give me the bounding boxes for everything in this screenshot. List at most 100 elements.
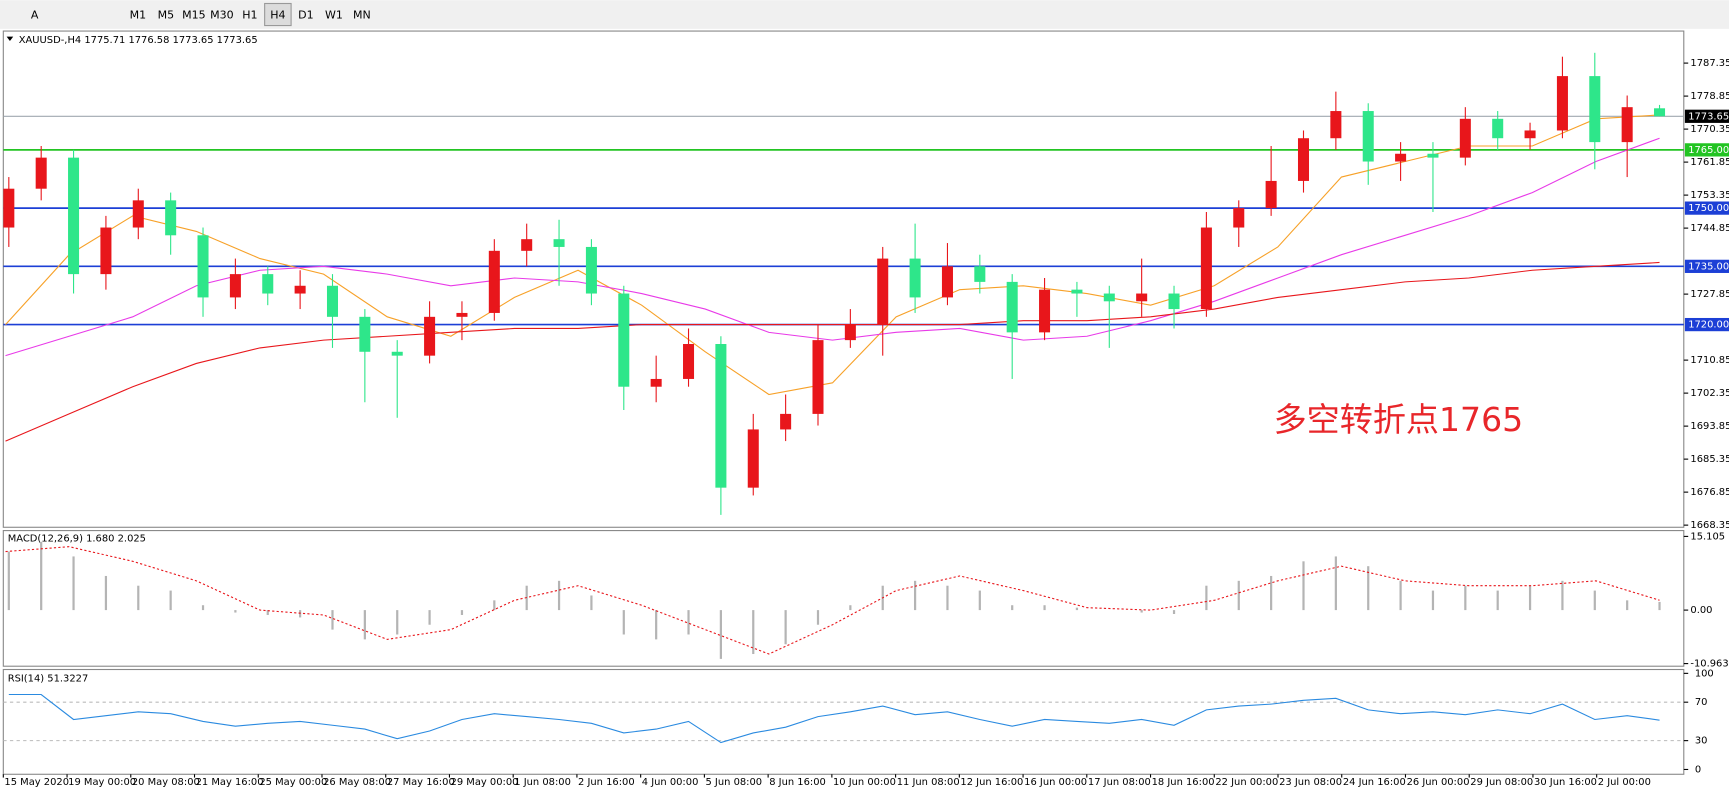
level-tag-label: 1720.00	[1688, 320, 1729, 331]
period-label[interactable]: M1	[130, 9, 147, 22]
macd-header: MACD(12,26,9) 1.680 2.025	[8, 533, 146, 544]
macd-bar	[1011, 605, 1014, 611]
x-tick-label: 18 Jun 16:00	[1152, 777, 1215, 788]
rsi-header: RSI(14) 51.3227	[8, 673, 89, 684]
macd-bar	[913, 580, 917, 611]
period-label[interactable]: D1	[298, 9, 313, 22]
x-tick-label: 27 May 16:00	[387, 777, 455, 788]
macd-bar	[1172, 610, 1176, 615]
y-tick-label: -10.963	[1690, 659, 1728, 670]
period-button[interactable]	[152, 3, 180, 26]
price-header: XAUUSD-,H4 1775.71 1776.58 1773.65 1773.…	[19, 35, 258, 46]
macd-bar	[978, 590, 981, 611]
macd-bar	[1205, 585, 1208, 611]
macd-bar	[687, 610, 690, 635]
level-tag	[1684, 143, 1729, 157]
x-tick-label: 2 Jun 16:00	[578, 777, 635, 788]
candle-body	[909, 258, 921, 298]
macd-bar	[363, 610, 366, 640]
x-tick-label: 25 May 00:00	[259, 777, 327, 788]
period-label[interactable]: W1	[325, 9, 343, 22]
macd-bar	[752, 610, 755, 655]
period-label[interactable]: H1	[242, 9, 257, 22]
candle-body	[424, 316, 436, 356]
macd-bar	[493, 600, 496, 611]
period-button[interactable]	[348, 3, 376, 26]
period-label[interactable]: M5	[158, 9, 175, 22]
macd-bar	[169, 590, 172, 611]
macd-bar	[7, 551, 10, 611]
x-tick-label: 23 Jun 08:00	[1279, 777, 1342, 788]
x-tick-label: 29 May 00:00	[451, 777, 519, 788]
macd-bar	[201, 605, 205, 611]
x-tick-label: 24 Jun 16:00	[1343, 777, 1406, 788]
macd-bar	[1593, 590, 1596, 611]
x-tick-label: 16 Jun 00:00	[1024, 777, 1087, 788]
period-button[interactable]	[236, 3, 264, 26]
level-tag	[1684, 259, 1729, 273]
y-tick-label: 1685.35	[1690, 454, 1729, 465]
x-tick-label: 19 May 00:00	[68, 777, 136, 788]
macd-bar	[849, 605, 852, 611]
y-tick-label: 70	[1695, 697, 1708, 708]
y-tick-label: 1702.35	[1690, 388, 1729, 399]
x-tick-label: 20 May 08:00	[132, 777, 200, 788]
level-tag-label: 1735.00	[1688, 261, 1729, 272]
candle-body	[877, 258, 889, 325]
signal-line	[5, 546, 1660, 655]
period-label[interactable]: M15	[182, 9, 206, 22]
candle-body	[683, 344, 695, 379]
period-button[interactable]	[124, 3, 152, 26]
candle-body	[1071, 289, 1083, 294]
macd-bar	[1464, 585, 1467, 611]
macd-bar	[1626, 600, 1629, 611]
macd-panel	[2, 530, 1685, 667]
x-tick-label: 26 Jun 00:00	[1407, 777, 1470, 788]
x-tick-label: 29 Jun 08:00	[1470, 777, 1533, 788]
candle-body	[1103, 293, 1115, 302]
x-tick-label: 1 Jun 08:00	[514, 777, 571, 788]
macd-bar	[299, 610, 302, 618]
annotation: 多空转折点1765	[1274, 400, 1524, 439]
candle-body	[1168, 293, 1180, 310]
candle-body	[326, 285, 339, 317]
period-button[interactable]	[180, 3, 208, 26]
rsi-line	[8, 693, 1660, 744]
y-tick-label: 1787.35	[1690, 58, 1729, 69]
x-tick-label: 10 Jun 00:00	[833, 777, 896, 788]
moving-average	[5, 114, 1660, 396]
candle-body	[521, 239, 533, 251]
candle-body	[68, 157, 80, 275]
period-label[interactable]: M30	[210, 9, 234, 22]
macd-bar	[557, 580, 561, 611]
period-button[interactable]	[264, 2, 292, 27]
candle-body	[553, 239, 565, 247]
y-tick-label: 0.00	[1690, 605, 1712, 616]
candle-body	[1039, 289, 1051, 333]
period-button[interactable]	[320, 3, 348, 26]
candle-body	[1589, 76, 1601, 143]
macd-bar	[331, 610, 334, 630]
candle-body	[812, 340, 824, 414]
macd-bar	[946, 585, 949, 611]
y-tick-label: 0	[1695, 764, 1701, 775]
macd-bar	[460, 610, 464, 615]
macd-bar	[655, 610, 658, 640]
period-button[interactable]	[208, 3, 236, 26]
macd-bar	[1334, 556, 1337, 611]
level-tag-label: 1750.00	[1688, 203, 1729, 214]
y-tick-label: 1727.85	[1690, 289, 1729, 300]
period-button[interactable]	[292, 3, 320, 26]
candle-body	[941, 266, 953, 298]
y-tick-label: 1710.85	[1690, 355, 1729, 366]
candle-body	[1395, 153, 1407, 162]
price-tag-label: 1773.65	[1688, 111, 1729, 122]
level-tag	[1684, 317, 1729, 332]
candle-body	[1362, 111, 1374, 162]
period-label[interactable]: H4	[270, 9, 285, 22]
price-tag	[1684, 109, 1729, 123]
macd-bar	[1140, 610, 1143, 613]
macd-bar	[1075, 607, 1079, 611]
tool-button[interactable]: A	[31, 9, 39, 22]
period-label[interactable]: MN	[353, 9, 371, 22]
